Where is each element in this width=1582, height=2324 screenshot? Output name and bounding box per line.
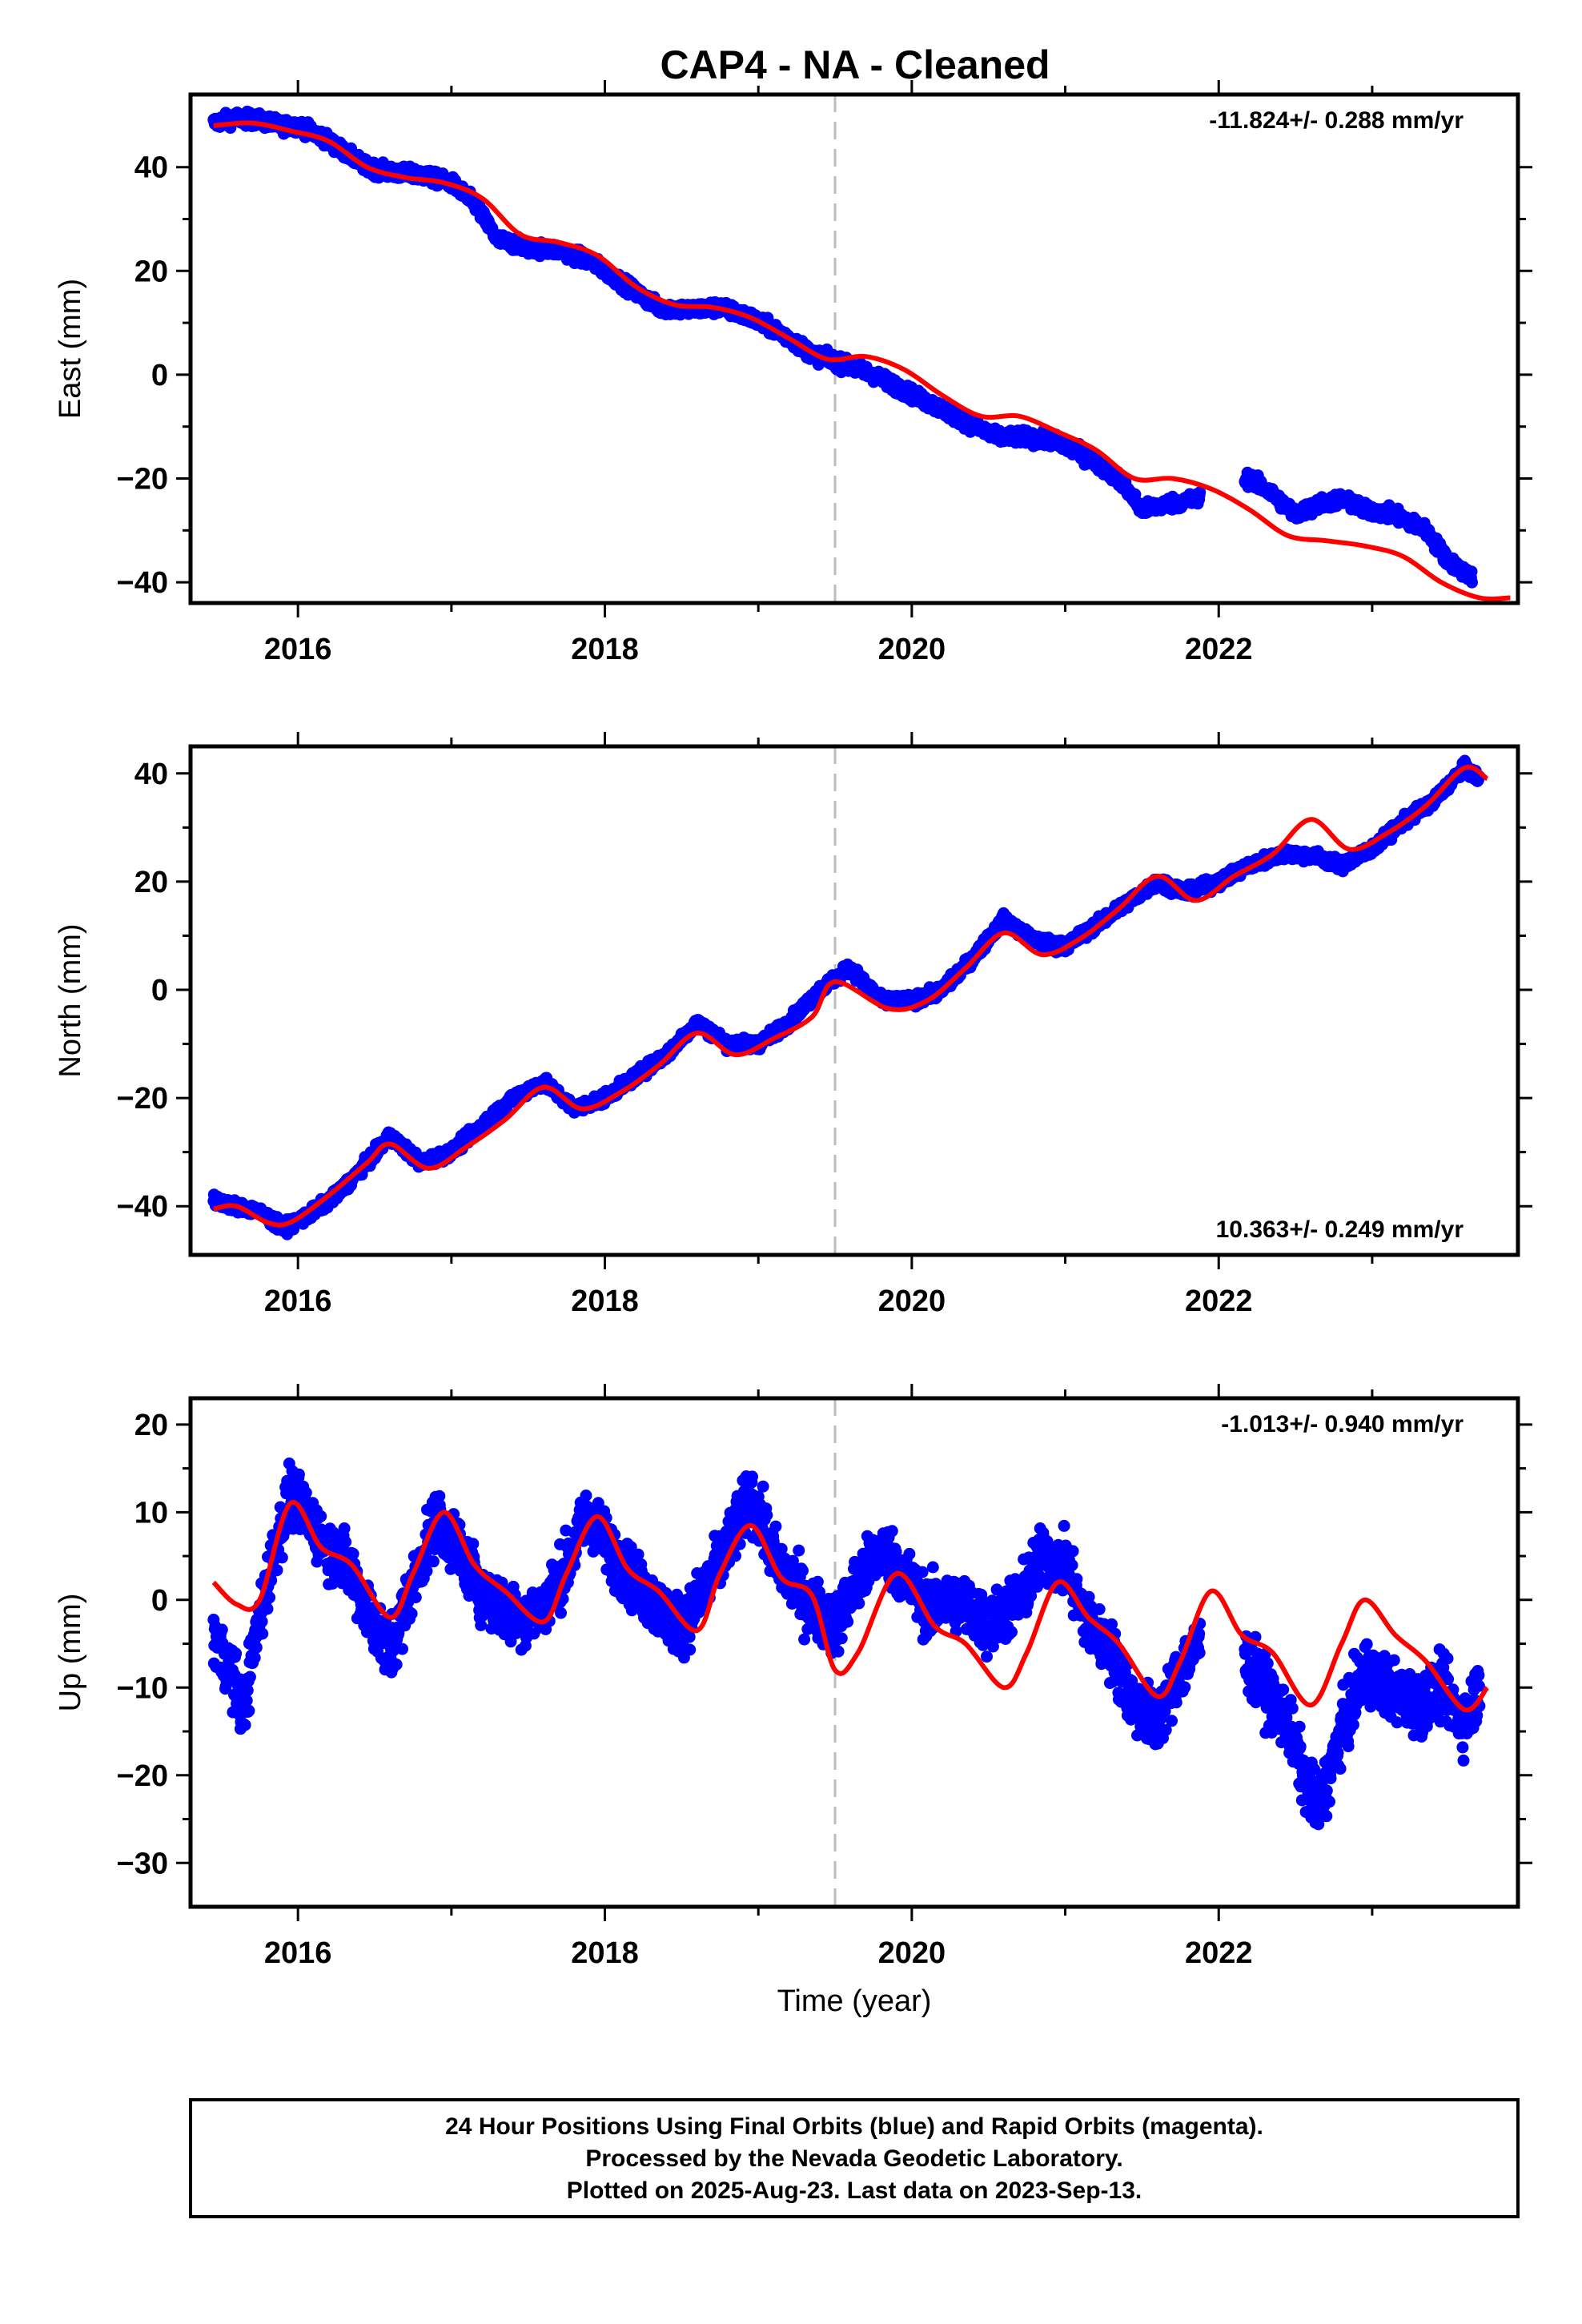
- east-panel: 2016 2018 2020 2022 −40 −20 0 20 40 East (mm) -11.…: [54, 80, 1532, 666]
- east-x-tick-label: 2018: [571, 633, 639, 666]
- east-y-tick-label: 0: [151, 359, 168, 392]
- east-x-tick-label: 2020: [878, 633, 946, 666]
- east-y-tick-label: 20: [135, 255, 168, 288]
- east-plot-frame: [188, 92, 1520, 605]
- east-x-tick-label: 2016: [264, 633, 332, 666]
- east-rate-annotation: -11.824+/- 0.288 mm/yr: [1209, 107, 1464, 134]
- chart-panels: 2016 2018 2020 2022 −40 −20 0 20 40 East (mm) -11.…: [54, 80, 1532, 2018]
- figure-title: CAP4 - NA - Cleaned: [660, 42, 1050, 87]
- east-model-line: [213, 120, 1511, 601]
- east-data-point: [1466, 576, 1478, 589]
- east-y-tick-label: 40: [135, 151, 168, 185]
- east-y-tick-label: −40: [117, 566, 168, 600]
- east-data-point: [1194, 486, 1207, 499]
- east-points: [207, 105, 1478, 589]
- east-y-tick-label: −20: [117, 462, 168, 496]
- east-data-point: [1465, 565, 1478, 578]
- east-y-axis-label: East (mm): [54, 279, 87, 419]
- east-x-tick-label: 2022: [1185, 633, 1253, 666]
